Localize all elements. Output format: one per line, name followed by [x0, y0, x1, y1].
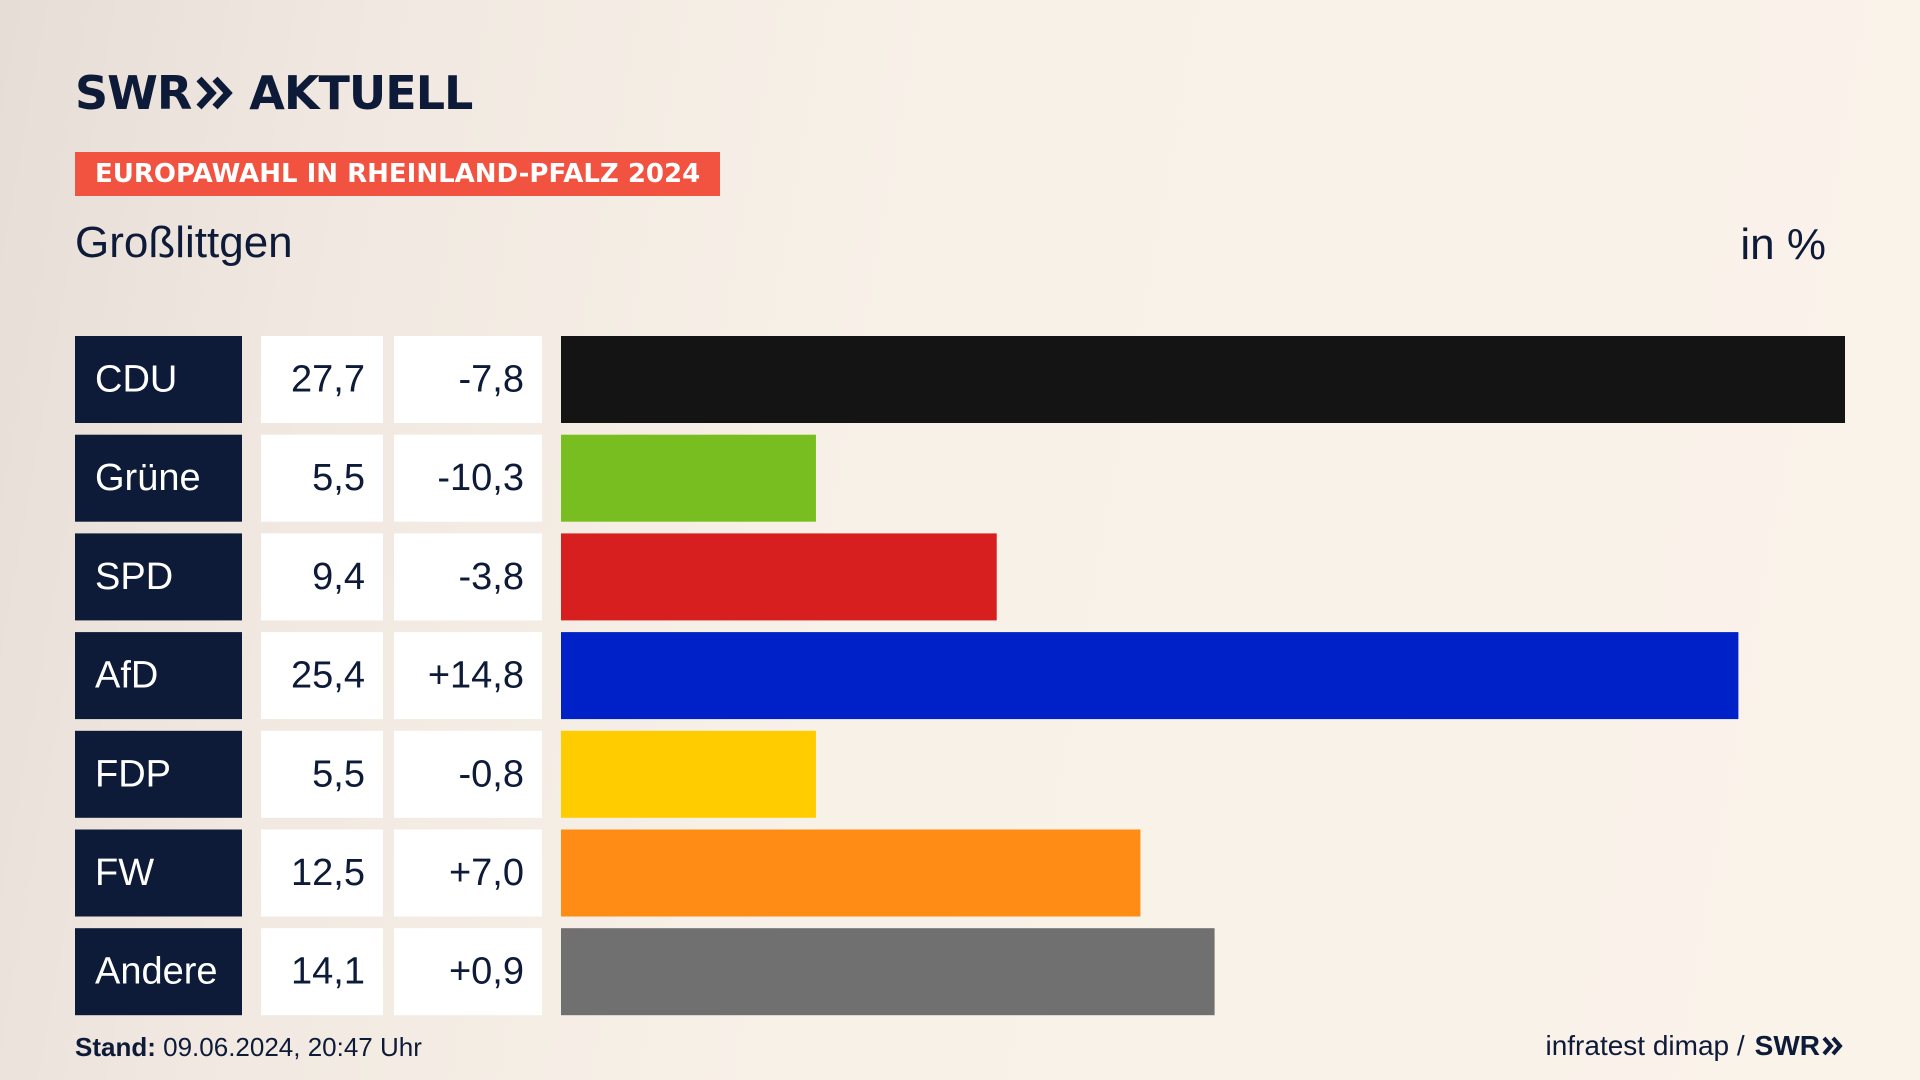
- value-label: 5,5: [312, 457, 365, 499]
- party-cell: [75, 434, 242, 522]
- party-label: Andere: [95, 951, 218, 993]
- bar: [561, 434, 816, 522]
- party-cell: [75, 533, 242, 621]
- swr-aktuell-logo: SWR AKTUELL: [75, 66, 473, 120]
- source-text: infratest dimap /: [1545, 1030, 1745, 1061]
- party-cell: [75, 632, 242, 720]
- party-cell: [75, 336, 242, 423]
- party-label: Grüne: [95, 457, 201, 499]
- value-cell: [261, 632, 383, 720]
- party-cell: [75, 829, 242, 917]
- change-cell: [394, 928, 542, 1016]
- value-label: 12,5: [291, 852, 365, 894]
- value-label: 14,1: [291, 951, 365, 993]
- unit-label: in %: [1740, 220, 1826, 269]
- change-cell: [394, 533, 542, 621]
- party-label: FDP: [95, 753, 171, 795]
- change-cell: [394, 730, 542, 818]
- change-label: +0,9: [449, 951, 524, 993]
- value-cell: [261, 434, 383, 522]
- event-badge: EUROPAWAHL IN RHEINLAND-PFALZ 2024: [75, 152, 721, 196]
- value-cell: [261, 730, 383, 818]
- party-cell: [75, 928, 242, 1016]
- value-cell: [261, 336, 383, 423]
- stand-value: 09.06.2024, 20:47 Uhr: [163, 1032, 422, 1062]
- bar: [561, 336, 1845, 423]
- bar: [561, 829, 1141, 917]
- double-chevron-icon: [196, 76, 234, 110]
- bar: [561, 533, 997, 621]
- brand-aktuell: AKTUELL: [249, 66, 473, 120]
- party-label: CDU: [95, 359, 177, 401]
- value-label: 5,5: [312, 753, 365, 795]
- change-label: -0,8: [459, 753, 524, 795]
- value-label: 25,4: [291, 655, 365, 697]
- change-label: +14,8: [428, 655, 524, 697]
- stand-timestamp: Stand: 09.06.2024, 20:47 Uhr: [75, 1032, 422, 1063]
- stand-label: Stand:: [75, 1032, 156, 1062]
- source-credit: infratest dimap / SWR: [1545, 1030, 1844, 1062]
- party-cell: [75, 730, 242, 818]
- bar: [561, 730, 816, 818]
- change-cell: [394, 632, 542, 720]
- change-label: -3,8: [459, 556, 524, 598]
- source-brand-text: SWR: [1754, 1030, 1820, 1061]
- party-label: SPD: [95, 556, 173, 598]
- change-cell: [394, 336, 542, 423]
- change-label: -7,8: [459, 359, 524, 401]
- party-label: AfD: [95, 655, 158, 697]
- party-label: FW: [95, 852, 154, 894]
- bar: [561, 928, 1215, 1016]
- change-label: +7,0: [449, 852, 524, 894]
- change-cell: [394, 434, 542, 522]
- change-cell: [394, 829, 542, 917]
- value-cell: [261, 829, 383, 917]
- value-label: 9,4: [312, 556, 365, 598]
- double-chevron-icon: [1822, 1036, 1843, 1056]
- value-label: 27,7: [291, 359, 365, 401]
- brand-swr: SWR: [75, 66, 192, 120]
- region-title: Großlittgen: [75, 218, 293, 267]
- change-label: -10,3: [437, 457, 524, 499]
- source-brand: SWR: [1755, 1030, 1844, 1062]
- bar: [561, 632, 1739, 720]
- value-cell: [261, 928, 383, 1016]
- value-cell: [261, 533, 383, 621]
